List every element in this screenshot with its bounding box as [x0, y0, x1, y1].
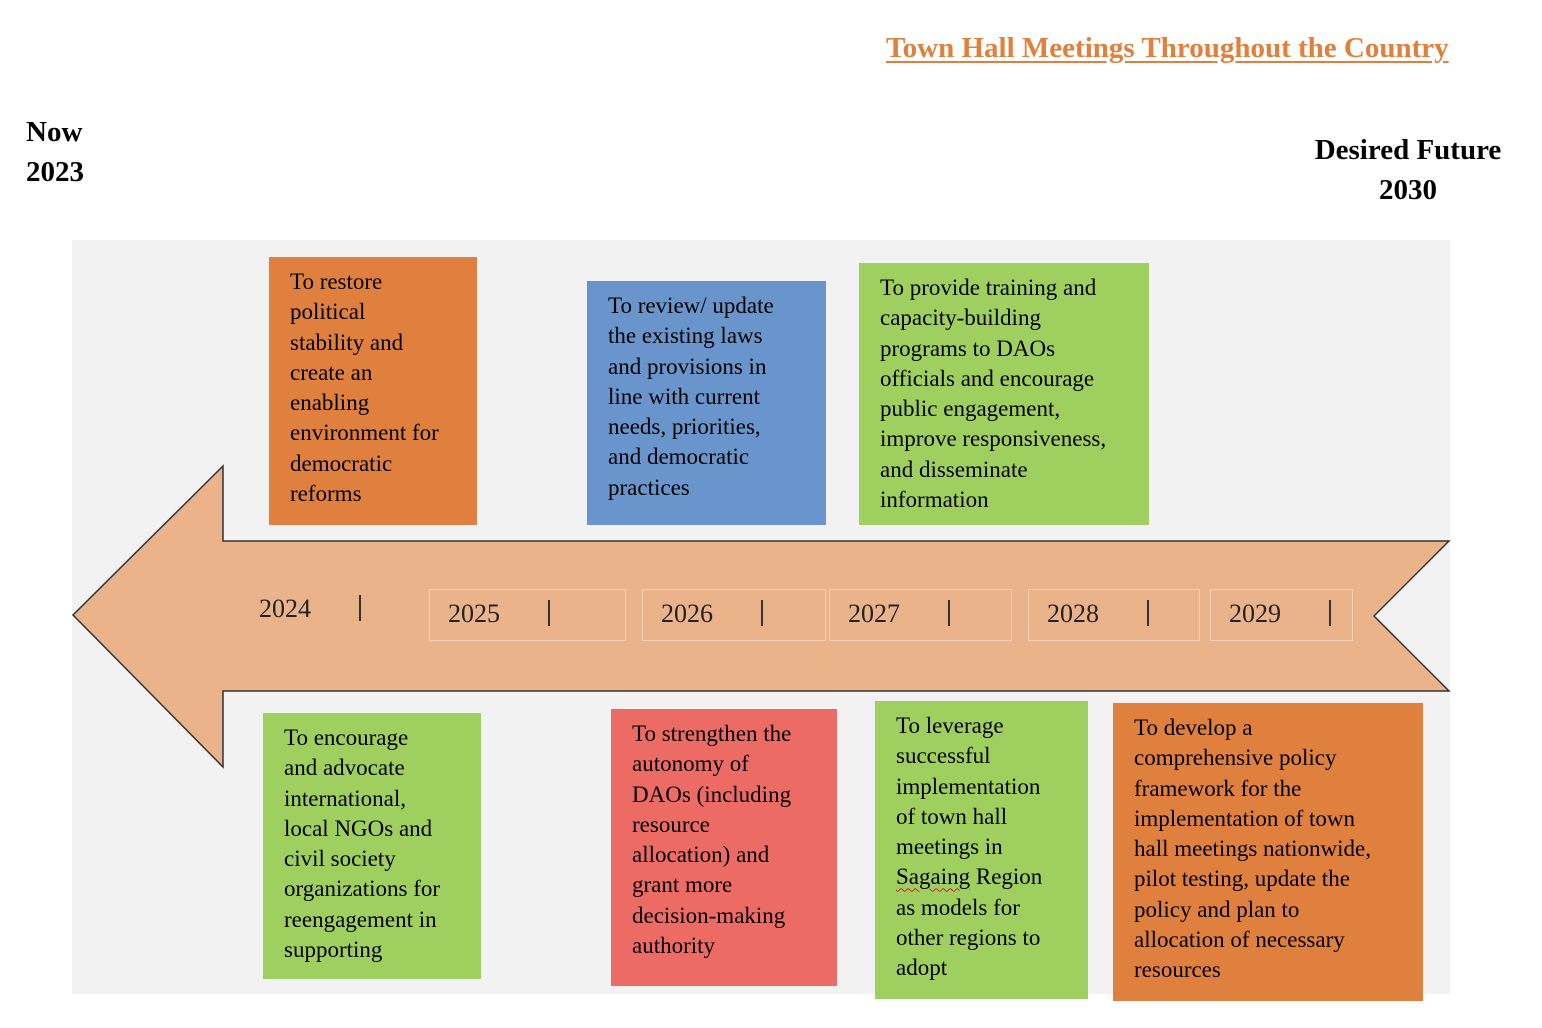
goal-text-line: successful: [896, 743, 991, 769]
year-tick: [1147, 600, 1149, 626]
year-marker: 2025: [429, 589, 626, 641]
goal-text-line: practices: [608, 474, 690, 500]
year-tick: [948, 600, 950, 626]
goal-text-line: To encourage: [284, 725, 409, 750]
goal-text-line: international,: [284, 785, 406, 811]
page-title: Town Hall Meetings Throughout the Countr…: [886, 32, 1449, 64]
year-label: 2027: [848, 599, 900, 628]
start-label: Now 2023: [26, 112, 84, 192]
goal-text-line: civil society: [284, 846, 396, 872]
goal-text-line: organizations for: [284, 876, 441, 902]
goal-text-line: capacity-building: [880, 305, 1041, 331]
goal-text-line: To develop a: [1134, 715, 1253, 740]
goal-text-line: line with current: [608, 383, 761, 409]
goal-text-line: reforms: [290, 481, 362, 507]
goal-text-line: environment for: [290, 420, 439, 446]
goal-text-line: pilot testing, update the: [1134, 866, 1350, 892]
goal-text-line: and democratic: [608, 444, 750, 470]
goal-text-line: and provisions in: [608, 353, 767, 379]
year-label: 2029: [1229, 599, 1281, 628]
goal-text-line: authority: [632, 933, 716, 959]
goal-text-line: of town hall: [896, 803, 1008, 829]
year-tick: [761, 600, 763, 626]
goal-text-line: autonomy of: [632, 751, 749, 777]
start-label-text: Now: [26, 116, 83, 148]
goal-text-line: and disseminate: [880, 456, 1028, 482]
goal-text-line: improve responsiveness,: [880, 426, 1107, 452]
goal-text-line: Sagaing Region: [896, 864, 1043, 890]
end-label-text: Desired Future: [1314, 134, 1502, 166]
goal-text-line: meetings in: [896, 834, 1003, 860]
goal-text-line: allocation of necessary: [1134, 927, 1345, 953]
year-label: 2024: [259, 594, 311, 623]
goal-text-line: To review/ update: [608, 293, 774, 318]
goal-box-2026-top: To review/ update the existing laws and pr…: [587, 281, 826, 525]
goal-text-line: create an: [290, 359, 373, 385]
start-year: 2023: [26, 156, 84, 188]
year-marker: 2024: [240, 584, 392, 636]
goal-box-2024-top: To restore political stability and create a…: [269, 257, 477, 525]
year-marker: 2029: [1210, 589, 1353, 641]
goal-box-2024-bottom: To encourage and advocate international, lo…: [263, 713, 481, 979]
goal-text-line: the existing laws: [608, 323, 763, 349]
goal-text-line: framework for the: [1134, 775, 1302, 801]
goal-text-line: implementation: [896, 773, 1041, 799]
year-label: 2028: [1047, 599, 1099, 628]
goal-text-line: decision-making: [632, 902, 786, 928]
goal-text-line: resources: [1134, 957, 1221, 983]
year-marker: 2028: [1028, 589, 1200, 641]
goal-text-line: as models for: [896, 894, 1020, 920]
goal-text-line: stability and: [290, 329, 404, 355]
goal-text-line: DAOs (including: [632, 781, 792, 807]
goal-text-line: officials and encourage: [880, 365, 1095, 391]
goal-text-line: and advocate: [284, 755, 405, 781]
goal-text-line: To provide training and: [880, 275, 1097, 300]
goal-text-line: To strengthen the: [632, 721, 792, 746]
end-label: Desired Future 2030: [1290, 130, 1526, 210]
year-marker: 2026: [642, 589, 826, 641]
end-year: 2030: [1379, 174, 1437, 206]
goal-text-line: political: [290, 299, 366, 325]
goal-text-line: allocation) and: [632, 842, 770, 868]
goal-text-line: To restore: [290, 269, 383, 294]
goal-text-line: adopt: [896, 955, 948, 981]
goal-text-line: supporting: [284, 937, 383, 963]
goal-text-line: To leverage: [896, 713, 1004, 738]
goal-box-2026-bottom: To strengthen the autonomy of DAOs (includ…: [611, 709, 837, 986]
goal-text-line: reengagement in: [284, 906, 437, 932]
goal-text-line: comprehensive policy: [1134, 745, 1337, 771]
goal-text-line: programs to DAOs: [880, 335, 1056, 361]
goal-text-line: public engagement,: [880, 396, 1061, 422]
goal-box-2027-bottom: To leverage successful implementation of to…: [875, 701, 1088, 999]
year-label: 2025: [448, 599, 500, 628]
goal-text-line: policy and plan to: [1134, 896, 1300, 922]
year-label: 2026: [661, 599, 713, 628]
goal-text-line: local NGOs and: [284, 815, 433, 841]
goal-text-line: resource: [632, 811, 710, 837]
goal-text-line: democratic: [290, 450, 393, 476]
goal-text-line: needs, priorities,: [608, 414, 761, 440]
goal-text-line: implementation of town: [1134, 805, 1356, 831]
goal-text-line: enabling: [290, 390, 370, 416]
goal-text-line: information: [880, 487, 989, 513]
year-tick: [1329, 600, 1331, 626]
goal-box-2027-top: To provide training and capacity-building…: [859, 263, 1149, 525]
spellcheck-word: Sagaing: [896, 864, 971, 890]
year-marker: 2027: [829, 589, 1012, 641]
year-tick: [548, 600, 550, 626]
goal-text-line: grant more: [632, 872, 733, 898]
goal-text-line: hall meetings nationwide,: [1134, 836, 1371, 862]
goal-box-2029-bottom: To develop a comprehensive policy framewor…: [1113, 703, 1423, 1001]
year-tick: [359, 595, 361, 621]
goal-text-line: other regions to: [896, 925, 1041, 951]
